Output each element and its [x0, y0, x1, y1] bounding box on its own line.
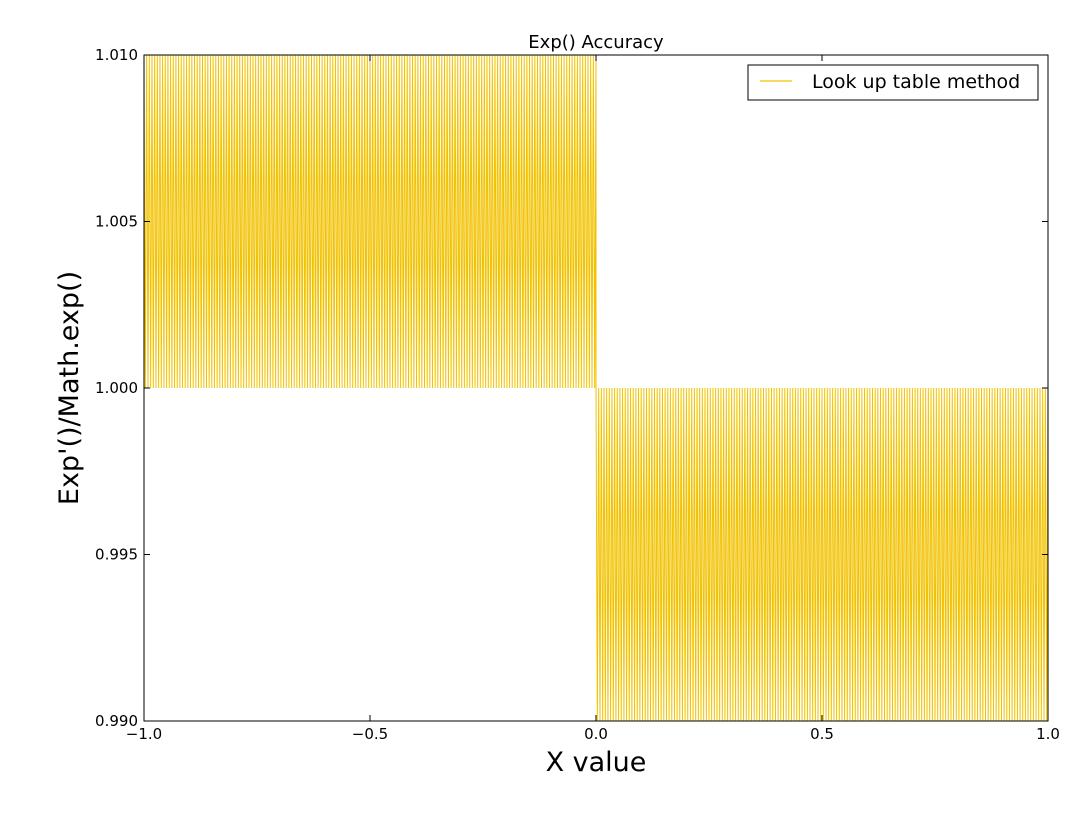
legend-box [747, 64, 1039, 101]
x-tick-label: 0.0 [584, 725, 608, 743]
y-tick-label: 1.005 [95, 213, 138, 231]
x-axis-label: X value [546, 747, 647, 778]
legend: Look up table method [747, 64, 1039, 101]
x-tick-label: 0.5 [810, 725, 834, 743]
series-line-0 [144, 55, 1048, 721]
x-tick-label: 1.0 [1036, 725, 1060, 743]
legend-label: Look up table method [812, 71, 1020, 93]
chart-title: Exp() Accuracy [528, 32, 664, 53]
series-layer [144, 55, 1048, 721]
y-axis-label: Exp'()/Math.exp() [54, 271, 85, 505]
y-tick-label: 1.010 [95, 46, 138, 64]
y-tick-label: 0.995 [95, 546, 138, 564]
x-tick-label: −1.0 [126, 725, 162, 743]
ticks-layer: −1.0 −0.5 0.0 0.5 1.0 0.990 0.995 1.000 1.005 1.0… [95, 46, 1060, 743]
x-tick-label: −0.5 [352, 725, 388, 743]
y-tick-label: 1.000 [95, 379, 138, 397]
y-tick-label: 0.990 [95, 712, 138, 730]
